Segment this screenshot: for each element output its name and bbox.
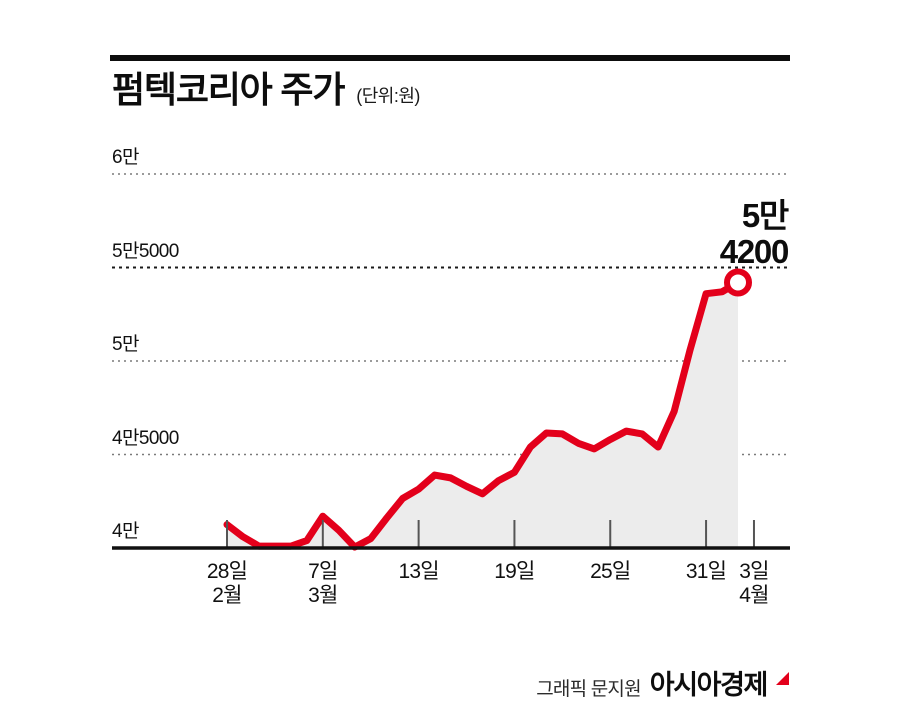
- last-point-marker-group: [724, 268, 752, 297]
- last-value-callout: 5만 4200: [719, 197, 790, 270]
- title-divider-rule: [110, 55, 790, 61]
- last-point-marker: [724, 268, 752, 297]
- callout-line-2: 4200: [719, 232, 790, 270]
- page-title: 펌텍코리아 주가: [112, 69, 345, 110]
- unit-note: (단위:원): [356, 86, 420, 106]
- x-axis-label-month-0: 2월: [212, 583, 242, 607]
- x-axis-label-day-1: 7일: [308, 560, 338, 583]
- axis-tick-group: [226, 520, 755, 548]
- x-axis-label-day-2: 13일: [398, 560, 439, 583]
- x-axis-label-2: 13일: [369, 560, 469, 584]
- x-axis-label-day-3: 19일: [494, 560, 535, 583]
- credit-outlet-name: 아시아경제: [649, 670, 769, 700]
- y-axis-label-60000: 6만: [112, 147, 139, 168]
- series-area-group: [227, 282, 738, 548]
- y-axis-label-50000: 5만: [112, 334, 139, 355]
- footer-credit: 그래픽 문지원 아시아경제: [536, 672, 789, 699]
- x-axis-label-month-6: 4월: [739, 583, 769, 607]
- y-axis-label-40000: 4만: [112, 521, 139, 542]
- credit-author: 그래픽 문지원: [536, 679, 641, 700]
- x-axis-label-5: 31일: [656, 560, 756, 584]
- x-axis-label-1: 7일 3월: [273, 560, 373, 607]
- x-axis-label-3: 19일: [464, 560, 564, 584]
- x-axis-label-6: 3일 4월: [704, 560, 804, 607]
- y-axis-label-45000: 4만5000: [112, 427, 179, 449]
- x-axis-label-day-0: 28일: [206, 560, 248, 583]
- x-axis-label-day-4: 25일: [590, 560, 631, 583]
- x-axis-label-4: 25일: [560, 560, 660, 584]
- series-area-fill: [227, 282, 738, 548]
- y-axis-label-55000: 5만5000: [112, 240, 179, 262]
- callout-line-1: 5만: [741, 197, 789, 234]
- red-triangle-logo-icon: [776, 672, 789, 685]
- x-axis-label-day-5: 31일: [685, 560, 727, 583]
- series-line: [223, 278, 742, 551]
- series-line-group: [223, 278, 742, 551]
- x-axis-label-month-1: 3월: [308, 583, 338, 607]
- title-block: 펌텍코리아 주가 (단위:원): [112, 72, 802, 120]
- x-axis-label-day-6: 3일: [739, 560, 769, 583]
- x-axis-label-0: 28일 2월: [177, 560, 277, 607]
